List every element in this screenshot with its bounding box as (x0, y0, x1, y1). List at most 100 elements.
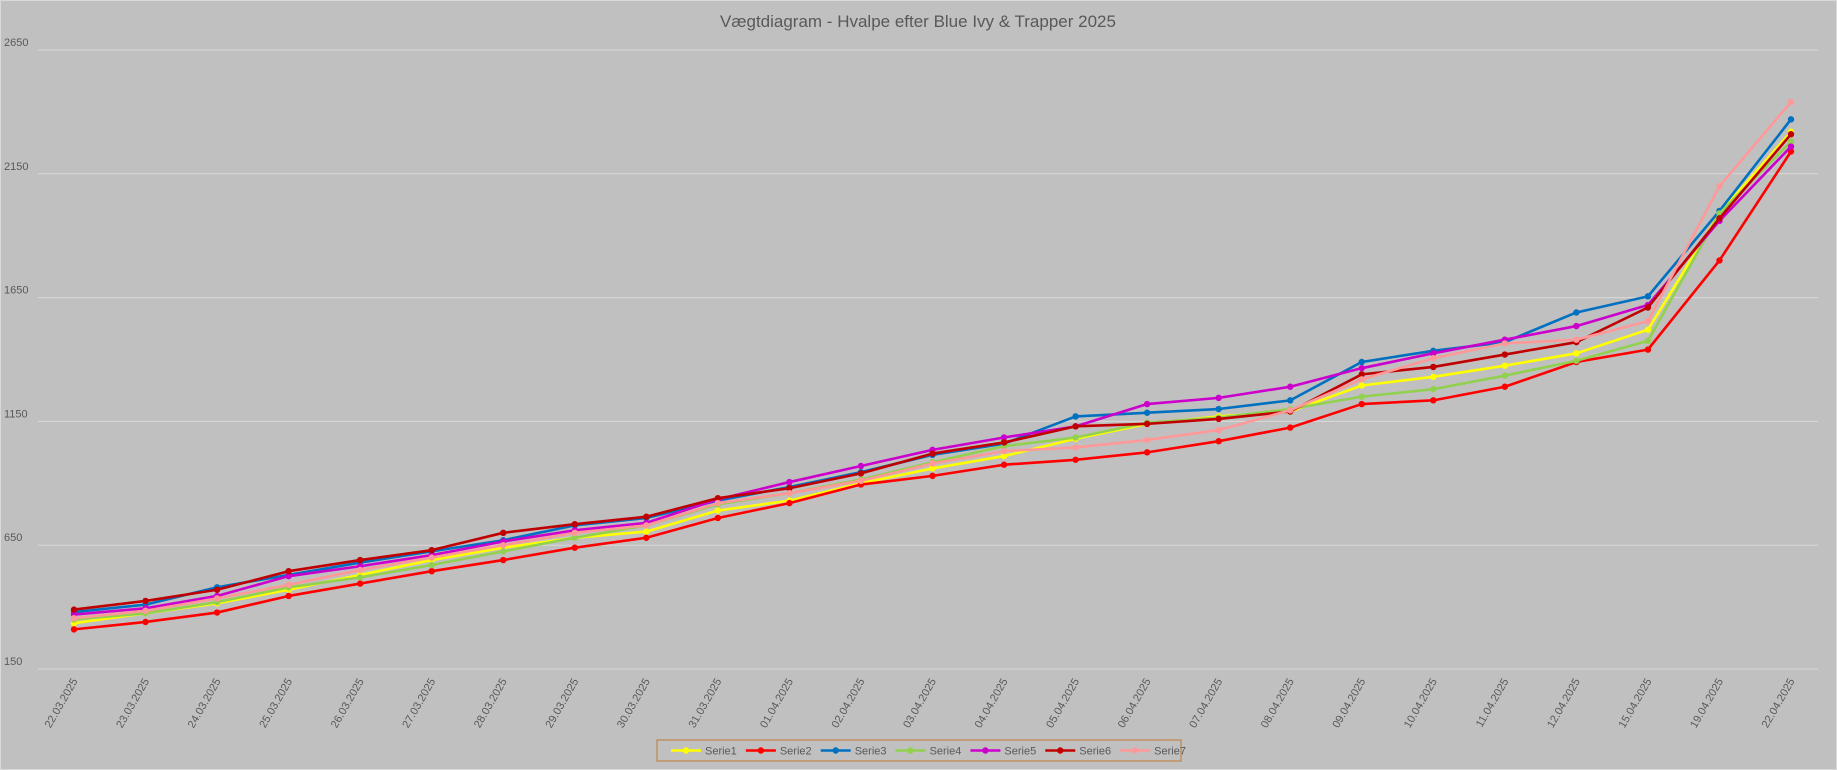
data-point (285, 567, 292, 575)
data-point (929, 472, 936, 480)
data-point (1143, 409, 1151, 416)
legend-marker (1131, 747, 1139, 754)
data-point (500, 529, 507, 537)
data-point (1430, 386, 1437, 393)
data-point (786, 499, 793, 507)
series-serie6 (70, 130, 1795, 613)
data-point (356, 574, 364, 581)
legend-item: Serie4 (895, 746, 961, 758)
data-point (142, 618, 149, 626)
data-point (1000, 439, 1008, 446)
data-point (786, 478, 793, 486)
data-point (1716, 182, 1723, 190)
data-point (213, 586, 221, 593)
data-point (70, 606, 78, 613)
y-tick-label: 2650 (4, 37, 28, 49)
data-point (285, 572, 292, 580)
y-tick-label: 1150 (4, 408, 28, 420)
plot-series (70, 98, 1795, 633)
data-point (500, 548, 507, 555)
legend-marker (832, 747, 839, 754)
data-point (1287, 424, 1294, 431)
data-point (1573, 322, 1580, 330)
legend-label: Serie3 (855, 746, 887, 758)
data-point (1787, 130, 1795, 138)
data-point (929, 450, 936, 457)
data-point (1358, 382, 1365, 389)
data-point (1644, 326, 1652, 333)
legend-label: Serie7 (1154, 746, 1186, 758)
legend-marker (907, 747, 914, 754)
data-point (1501, 383, 1509, 390)
data-point (1430, 355, 1437, 362)
data-point (428, 546, 435, 554)
data-point (1501, 372, 1509, 379)
data-point (714, 507, 722, 514)
legend-item: Serie6 (1045, 746, 1111, 758)
data-point (929, 465, 936, 472)
data-point (1644, 304, 1652, 311)
data-point (1215, 426, 1222, 434)
data-point (571, 534, 578, 541)
legend-item: Serie1 (671, 746, 737, 758)
data-point (1215, 415, 1222, 423)
data-point (1358, 376, 1365, 383)
data-point (1072, 434, 1079, 441)
data-point (1358, 358, 1365, 366)
data-point (1287, 383, 1294, 390)
data-point (356, 580, 364, 587)
data-point (1501, 351, 1509, 358)
data-point (1143, 420, 1151, 428)
data-point (500, 556, 507, 564)
data-point (1573, 336, 1580, 343)
legend-label: Serie2 (780, 746, 812, 758)
data-point (1644, 317, 1652, 325)
data-point (714, 514, 722, 522)
data-point (142, 597, 149, 605)
y-tick-label: 1650 (4, 285, 28, 297)
data-point (1215, 394, 1222, 402)
data-point (213, 595, 221, 602)
data-point (1072, 423, 1079, 430)
data-point (1501, 340, 1509, 347)
data-point (1787, 98, 1795, 106)
data-point (1072, 444, 1079, 451)
data-point (1787, 138, 1795, 145)
data-point (1787, 143, 1795, 150)
legend-marker (1057, 747, 1064, 754)
data-point (1430, 363, 1437, 371)
data-point (1787, 116, 1795, 123)
series-serie7 (70, 98, 1795, 622)
legend-marker (757, 747, 765, 754)
data-point (1716, 215, 1723, 222)
y-tick-label: 650 (4, 532, 22, 544)
data-point (857, 477, 865, 485)
data-point (1287, 407, 1294, 414)
data-point (356, 556, 364, 564)
data-point (714, 494, 722, 502)
data-point (643, 534, 650, 541)
series-serie2 (70, 148, 1795, 633)
data-point (786, 485, 793, 492)
data-point (1287, 397, 1294, 404)
data-point (1644, 337, 1652, 345)
data-point (571, 520, 578, 528)
data-point (1358, 393, 1365, 400)
legend-label: Serie6 (1079, 746, 1111, 758)
data-point (1358, 371, 1365, 378)
legend-marker (982, 747, 989, 754)
data-point (1573, 309, 1580, 316)
data-point (714, 499, 722, 507)
data-point (428, 554, 435, 561)
data-point (571, 544, 578, 551)
data-point (857, 470, 865, 477)
legend-label: Serie1 (705, 746, 737, 758)
data-point (428, 561, 435, 569)
data-point (1143, 436, 1151, 444)
data-point (428, 567, 435, 575)
y-axis: 150 650 1150 1650 2150 2650 (4, 37, 28, 668)
data-point (1000, 434, 1008, 441)
data-point (1143, 400, 1151, 408)
